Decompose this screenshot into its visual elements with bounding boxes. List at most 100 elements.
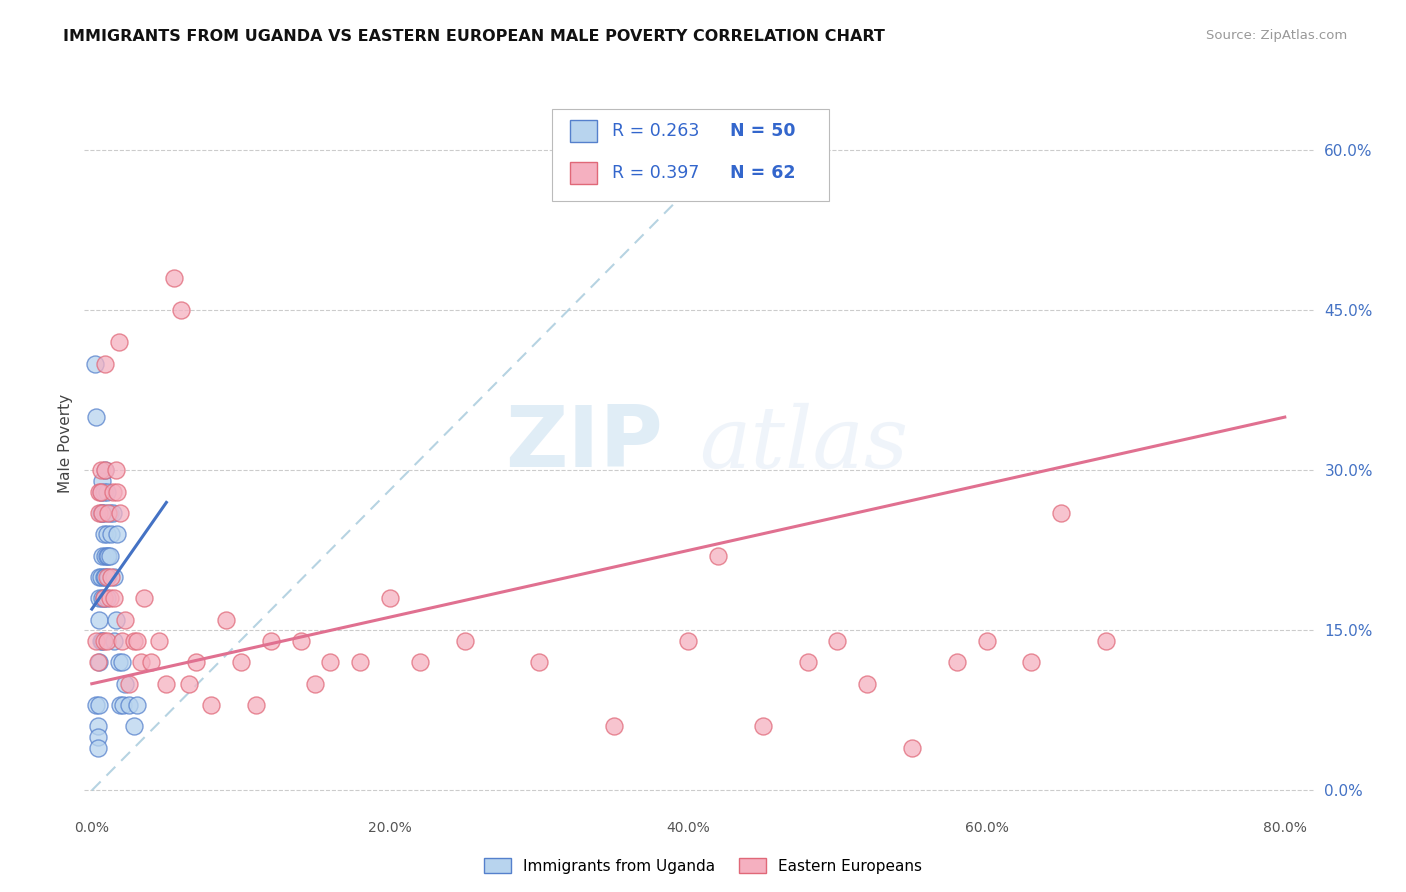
Point [90,463,112,477]
Point [304,677,326,691]
Point [101,506,124,520]
Point [111,634,134,648]
Point [87,730,110,744]
Point [856,677,879,691]
Point [90,506,112,520]
Point [96,527,118,541]
Point [90,484,112,499]
Point [89,484,111,499]
Text: R = 0.263: R = 0.263 [612,122,700,140]
Point [98,549,121,563]
Point [108,698,131,712]
Point [1095,634,1118,648]
Point [91,506,114,520]
Point [94,463,117,477]
Point [89,591,111,606]
Point [229,656,252,670]
Point [104,613,127,627]
Point [89,656,111,670]
Point [91,506,114,520]
Point [170,303,193,318]
Point [107,656,129,670]
Point [349,656,371,670]
Point [97,570,120,584]
Point [155,677,177,691]
Point [105,484,128,499]
Point [105,527,128,541]
Point [122,719,145,733]
Point [603,719,626,733]
Point [148,634,170,648]
Text: Source: ZipAtlas.com: Source: ZipAtlas.com [1206,29,1347,42]
Point [527,656,550,670]
Point [901,740,924,755]
Point [94,549,117,563]
Point [678,634,700,648]
Point [93,570,115,584]
Point [200,698,222,712]
Point [97,506,120,520]
Point [111,656,134,670]
Point [114,677,136,691]
Point [319,656,342,670]
Point [290,634,312,648]
Point [409,656,432,670]
Point [89,570,111,584]
Point [96,549,118,563]
Point [112,698,135,712]
Point [96,634,118,648]
Text: IMMIGRANTS FROM UGANDA VS EASTERN EUROPEAN MALE POVERTY CORRELATION CHART: IMMIGRANTS FROM UGANDA VS EASTERN EUROPE… [63,29,886,44]
Point [93,527,115,541]
Point [83,357,105,371]
Point [94,463,117,477]
Point [215,613,238,627]
Point [93,634,115,648]
Point [163,271,186,285]
Point [129,656,152,670]
Point [827,634,849,648]
Point [94,570,117,584]
Point [125,698,148,712]
Point [91,591,114,606]
Point [90,634,112,648]
Point [89,613,111,627]
Point [91,549,114,563]
Point [976,634,998,648]
Point [84,698,107,712]
Point [114,613,136,627]
Point [101,484,124,499]
FancyBboxPatch shape [571,120,598,142]
Point [125,634,148,648]
Point [90,484,112,499]
Point [118,698,141,712]
Point [707,549,730,563]
Point [91,634,114,648]
Point [103,634,125,648]
Point [93,484,115,499]
Legend: Immigrants from Uganda, Eastern Europeans: Immigrants from Uganda, Eastern European… [478,852,928,880]
Point [87,656,110,670]
Point [96,591,118,606]
Point [93,591,115,606]
Point [94,357,117,371]
Point [108,506,131,520]
Point [87,740,110,755]
Point [103,591,125,606]
Point [177,677,200,691]
FancyBboxPatch shape [571,162,598,184]
Text: N = 62: N = 62 [730,164,796,182]
Point [796,656,818,670]
Point [118,677,141,691]
Point [1050,506,1073,520]
Point [96,484,118,499]
Point [93,591,115,606]
Point [98,591,121,606]
Text: ZIP: ZIP [505,402,662,485]
Point [90,570,112,584]
Point [100,527,122,541]
Point [96,570,118,584]
Point [245,698,267,712]
Point [98,506,121,520]
Point [97,549,120,563]
Text: atlas: atlas [700,402,908,485]
